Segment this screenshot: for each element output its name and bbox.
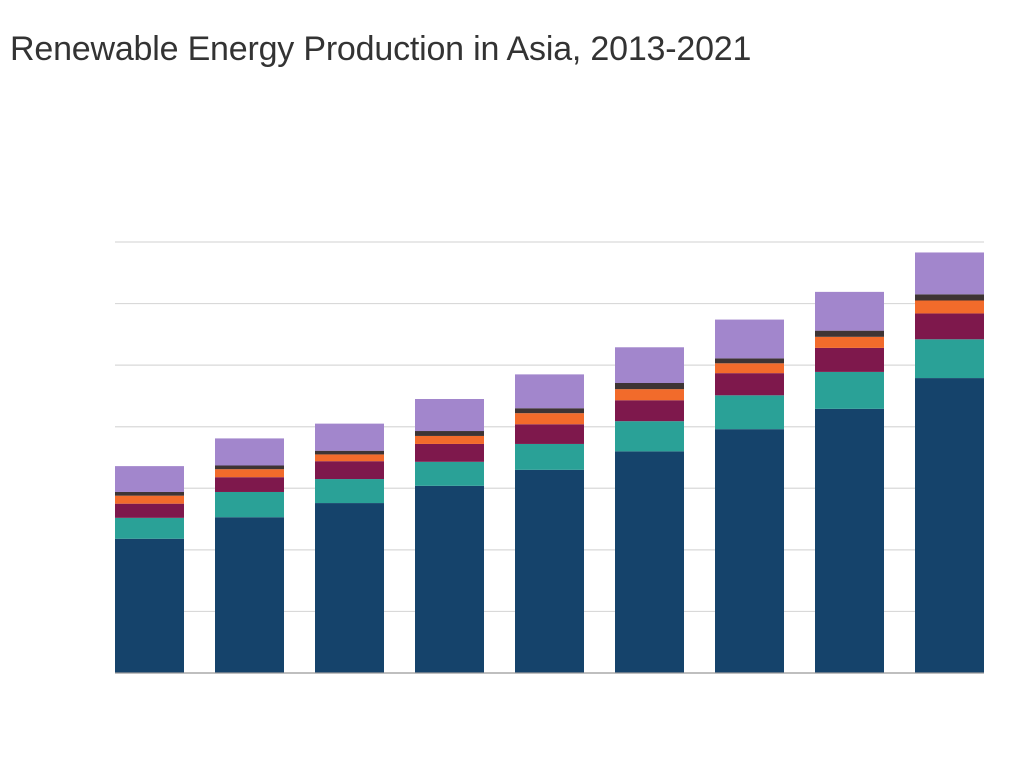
- bar-segment-2014-series-1: [215, 517, 284, 673]
- bar-segment-2014-series-3: [215, 477, 284, 492]
- bar-segment-2014-series-4: [215, 469, 284, 478]
- bar-segment-2019-series-1: [715, 429, 784, 673]
- bar-segment-2013-series-6: [115, 466, 184, 492]
- bar-segment-2020-series-6: [815, 291, 884, 331]
- bar-segment-2018-series-2: [615, 421, 684, 452]
- bar-segment-2020-series-5: [815, 330, 884, 337]
- bar-segment-2016-series-1: [415, 485, 484, 673]
- bar-group-2019: [715, 319, 784, 673]
- bar-segment-2018-series-5: [615, 382, 684, 390]
- bar-segment-2016-series-3: [415, 443, 484, 462]
- bar-segment-2017-series-4: [515, 413, 584, 425]
- bar-group-2015: [315, 423, 384, 673]
- bar-segment-2020-series-1: [815, 408, 884, 673]
- bar-segment-2019-series-3: [715, 373, 784, 396]
- bar-segment-2021-series-5: [915, 294, 984, 301]
- bar-segment-2019-series-2: [715, 395, 784, 430]
- bar-segment-2013-series-4: [115, 495, 184, 504]
- bar-segment-2017-series-2: [515, 443, 584, 470]
- bar-segment-2015-series-2: [315, 479, 384, 504]
- bar-segment-2013-series-1: [115, 538, 184, 673]
- bar-segment-2013-series-3: [115, 503, 184, 518]
- bar-group-2017: [515, 374, 584, 673]
- bar-segment-2015-series-3: [315, 461, 384, 480]
- bar-group-2018: [615, 347, 684, 673]
- bar-segment-2017-series-6: [515, 374, 584, 409]
- bar-segment-2021-series-6: [915, 252, 984, 295]
- bar-segment-2015-series-5: [315, 450, 384, 455]
- bar-segment-2014-series-5: [215, 465, 284, 470]
- bar-segment-2018-series-1: [615, 451, 684, 673]
- bar-segment-2016-series-4: [415, 435, 484, 444]
- bars: [115, 252, 984, 673]
- bar-segment-2019-series-5: [715, 358, 784, 364]
- bar-segment-2020-series-3: [815, 347, 884, 372]
- bar-segment-2015-series-1: [315, 503, 384, 673]
- bar-segment-2021-series-3: [915, 313, 984, 340]
- bar-segment-2014-series-2: [215, 491, 284, 518]
- bar-group-2014: [215, 438, 284, 673]
- bar-segment-2017-series-1: [515, 469, 584, 673]
- bar-segment-2015-series-6: [315, 423, 384, 451]
- bar-segment-2018-series-4: [615, 389, 684, 401]
- bar-segment-2014-series-6: [215, 438, 284, 466]
- bar-segment-2020-series-2: [815, 371, 884, 409]
- bar-segment-2019-series-6: [715, 319, 784, 359]
- chart-title: Renewable Energy Production in Asia, 201…: [10, 30, 752, 68]
- bar-segment-2016-series-6: [415, 399, 484, 432]
- bar-segment-2016-series-5: [415, 431, 484, 436]
- bar-group-2013: [115, 466, 184, 673]
- bar-segment-2021-series-1: [915, 378, 984, 673]
- bar-segment-2015-series-4: [315, 454, 384, 462]
- bar-segment-2016-series-2: [415, 461, 484, 486]
- bar-segment-2018-series-3: [615, 400, 684, 422]
- bar-segment-2017-series-3: [515, 424, 584, 444]
- bar-group-2021: [915, 252, 984, 673]
- bar-segment-2018-series-6: [615, 347, 684, 383]
- bar-segment-2017-series-5: [515, 408, 584, 414]
- bar-segment-2021-series-2: [915, 339, 984, 379]
- bar-segment-2013-series-2: [115, 517, 184, 539]
- bar-segment-2019-series-4: [715, 363, 784, 374]
- bar-group-2020: [815, 291, 884, 673]
- bar-segment-2021-series-4: [915, 300, 984, 314]
- bar-segment-2020-series-4: [815, 336, 884, 348]
- bar-segment-2013-series-5: [115, 491, 184, 496]
- bar-group-2016: [415, 399, 484, 673]
